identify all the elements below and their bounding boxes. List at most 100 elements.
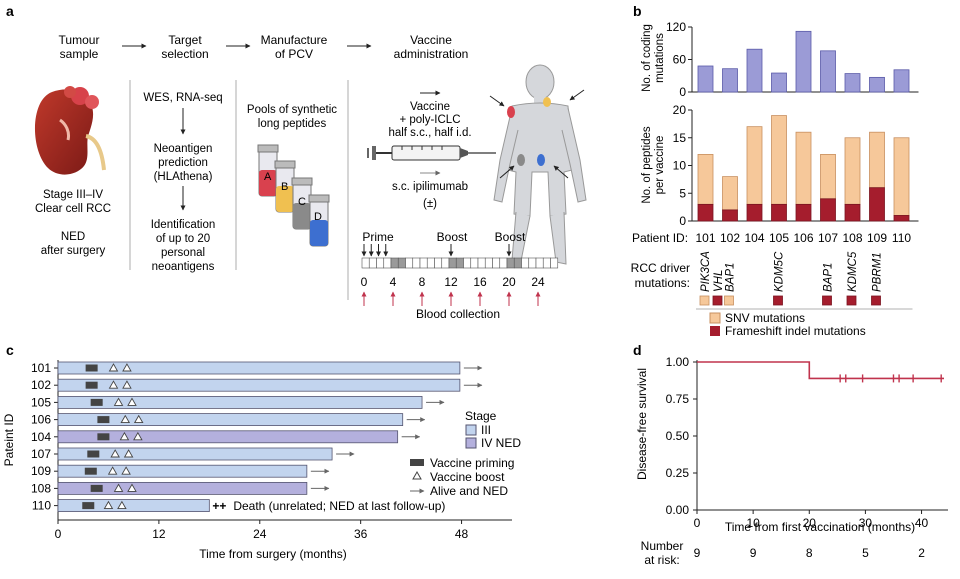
panel-c: c Pateint ID 0 12 24 36 48 101 102 105 106 104 107… <box>2 342 521 561</box>
indel-bar-102 <box>722 209 738 222</box>
patient-id-110: 110 <box>892 231 911 245</box>
driver-gene-KDMC5: KDMC5 <box>847 251 859 292</box>
bottom-y-tick-label: 15 <box>673 131 687 145</box>
boost-marker-102 <box>108 380 119 389</box>
vaccine-text-0: Vaccine <box>410 101 450 113</box>
driver-gene-BAP1: BAP1 <box>725 263 737 292</box>
legend-snv-swatch <box>709 312 721 324</box>
d-x-tick-label: 0 <box>694 516 701 530</box>
step-tumour-line1: Tumour <box>59 33 100 47</box>
coding-mutation-bar-104 <box>746 48 763 93</box>
patient-label-109: 109 <box>31 464 51 478</box>
boost-marker-107 <box>110 449 120 458</box>
driver-marker-101 <box>699 295 710 306</box>
snv-bar-104 <box>746 126 763 205</box>
legend-boost-triangle <box>412 470 422 480</box>
d-x-tick-label: 40 <box>915 516 929 530</box>
step-vaccine-line2: administration <box>394 47 469 61</box>
at-risk-label: Number at risk: <box>641 539 684 567</box>
driver-marker-105 <box>773 295 783 306</box>
boost-marker-110 <box>103 500 114 510</box>
schedule-tick-0: 0 <box>361 275 368 289</box>
swim-bar-102 <box>57 378 461 392</box>
panel-a: a Tumour sample Target selection Manufac… <box>6 3 587 321</box>
patient-label-101: 101 <box>31 361 51 375</box>
death-marker-110: ++ <box>212 499 226 513</box>
schedule-timeline: Prime Boost Boost 0 4 8 12 16 20 24 Bloo… <box>361 230 559 321</box>
bottom-ylabel-line2: per vaccine <box>654 136 666 195</box>
driver-gene-VHL: VHL <box>713 270 725 292</box>
indel-bar-110 <box>893 215 910 222</box>
swim-bar-106 <box>57 413 404 427</box>
swim-bar-109 <box>57 464 308 478</box>
swim-bar-110 <box>57 499 210 513</box>
peptide-pools: Pools of synthetic long peptides <box>247 104 337 130</box>
boost-marker-102 <box>122 380 132 389</box>
bottom-y-tick-label: 5 <box>679 186 686 200</box>
target-ident-0: Identification <box>151 219 216 231</box>
schedule-week-cell <box>492 257 501 269</box>
d-y-tick-label: 1.00 <box>666 355 690 369</box>
panel-d-xlabel: Time from first vaccination (months) <box>725 520 915 534</box>
schedule-week-cell <box>506 257 515 269</box>
priming-marker-101 <box>85 364 98 372</box>
vial-b: B <box>274 160 296 213</box>
step-manufacture: Manufacture of PCV <box>261 33 328 61</box>
patient-id-101: 101 <box>695 231 715 245</box>
panel-d: d Disease-free survival 0.00 0.25 0.50 0.75… <box>633 342 948 567</box>
blood-collection-label: Blood collection <box>416 307 500 321</box>
vaccine-text-1: + poly-ICLC <box>399 114 460 126</box>
driver-label: RCC driver mutations: <box>631 261 690 290</box>
d-y-tick-label: 0.50 <box>666 429 690 443</box>
d-y-tick-label: 0.00 <box>666 503 690 517</box>
driver-gene-PBRM1: PBRM1 <box>872 252 884 292</box>
d-y-tick-label: 0.75 <box>666 392 690 406</box>
at-risk-label-line2: at risk: <box>644 553 679 567</box>
panel-b: b No. of coding mutations No. of peptide… <box>631 3 919 338</box>
schedule-week-cell <box>513 257 522 269</box>
boost-marker-106 <box>133 414 144 424</box>
target-neo-0: Neoantigen <box>154 143 213 155</box>
boost-marker-110 <box>117 500 127 510</box>
kidney-illustration <box>34 86 106 175</box>
vial-d: D <box>308 194 330 247</box>
driver-label-line1: RCC driver <box>631 261 690 275</box>
schedule-week-cell <box>455 257 464 269</box>
patient-id-label: Patient ID: <box>632 231 688 245</box>
panel-b-top-ylabel: No. of coding mutations <box>641 24 666 92</box>
top-y-tick-label: 0 <box>679 85 686 99</box>
step-target-line2: selection <box>161 47 208 61</box>
schedule-boost-label-2: Boost <box>495 230 526 244</box>
schedule-week-cell <box>441 257 450 269</box>
target-neo-2: (HLAthena) <box>154 171 213 183</box>
boost-marker-101 <box>108 363 119 372</box>
ipi-pm: (±) <box>423 198 437 210</box>
coding-mutation-bar-109 <box>869 76 885 93</box>
at-risk-label-line1: Number <box>641 539 684 553</box>
snv-bar-105 <box>771 115 787 205</box>
vial-a: A <box>257 144 279 197</box>
d-y-tick-label: 0.25 <box>666 466 690 480</box>
target-ident-3: neoantigens <box>152 261 215 273</box>
driver-marker-109 <box>871 295 881 306</box>
bottom-y-tick-label: 0 <box>679 214 686 228</box>
tumour-text-0: Stage III–IV <box>43 189 103 201</box>
patient-id-106: 106 <box>793 231 813 245</box>
schedule-week-cell <box>361 257 370 269</box>
panel-b-patient-ids: 101 102 104 105 106 107 108 109 110 <box>695 231 911 245</box>
priming-marker-105 <box>90 398 103 406</box>
patient-label-110: 110 <box>32 499 51 513</box>
priming-marker-109 <box>84 467 97 475</box>
schedule-tick-12: 12 <box>444 275 458 289</box>
boost-marker-109 <box>107 466 118 475</box>
ipilimumab-description: s.c. ipilimumab (±) <box>392 170 468 210</box>
bottom-ylabel-line1: No. of peptides <box>641 126 653 204</box>
step-tumour-line2: sample <box>60 47 99 61</box>
at-risk-values: 9 9 8 5 2 <box>694 546 926 560</box>
legend-indel-text: Frameshift indel mutations <box>725 324 866 338</box>
legend-snv-text: SNV mutations <box>725 311 805 325</box>
c-x-tick-label: 24 <box>253 527 267 541</box>
patient-label-104: 104 <box>31 430 51 444</box>
panel-b-driver-mutations: PIK3CA VHL BAP1 KDM5C BAP1 KDMC5 PBRM1 <box>696 251 913 310</box>
vaccine-text-2: half s.c., half i.d. <box>388 127 471 139</box>
